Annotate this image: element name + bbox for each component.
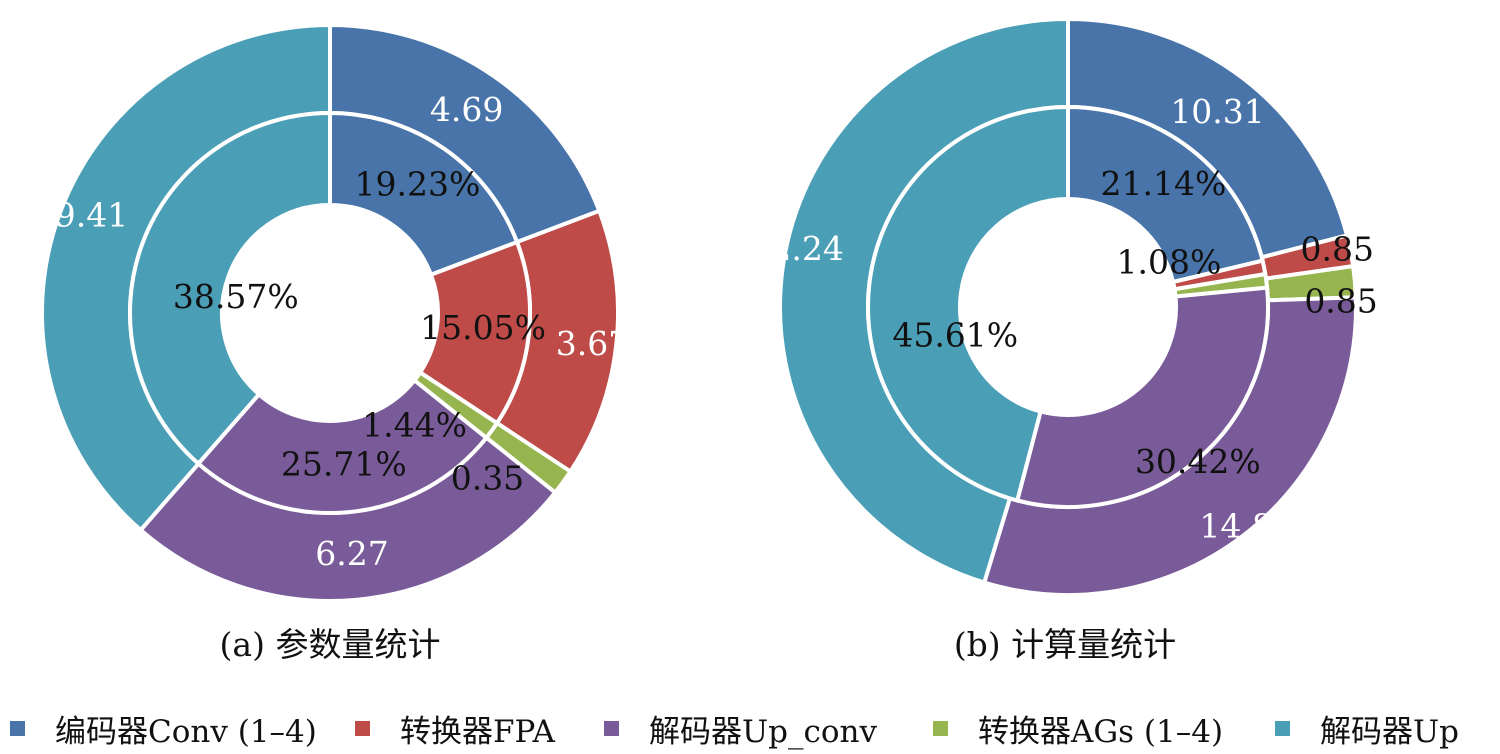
legend-item-decoder-up: 解码器Up (1275, 706, 1459, 751)
outer-data-label: 4.69 (430, 90, 503, 129)
legend-item-converter-fpa: 转换器FPA (355, 706, 555, 751)
inner-ring-slice (417, 239, 532, 426)
outer-data-label: 22.24 (749, 229, 843, 268)
inner-data-label: 1.08% (1117, 242, 1222, 281)
legend-swatch (10, 721, 25, 736)
outer-data-label: 0.85 (1301, 229, 1374, 268)
donut-chart-flops: 10.31 0.85 0.85 14.84 22.24 21.14% 1.08% 30.42%… (749, 16, 1378, 597)
outer-data-label: 0.85 (1304, 282, 1377, 321)
inner-data-label: 15.05% (420, 308, 546, 347)
outer-data-label: 9.41 (55, 195, 128, 234)
legend-swatch (1275, 721, 1290, 736)
legend: 编码器Conv (1–4) 转换器FPA 解码器Up_conv 转换器AGs (… (0, 706, 1500, 754)
inner-ring-slice (1014, 285, 1270, 509)
chart-b-caption: (b) 计算量统计 (953, 625, 1177, 664)
inner-data-label: 30.42% (1135, 442, 1261, 481)
inner-data-label: 38.57% (173, 277, 299, 316)
legend-swatch (355, 721, 370, 736)
legend-label: 解码器Up (1320, 714, 1459, 750)
legend-label: 转换器FPA (400, 714, 555, 750)
inner-data-label: 1.44% (362, 406, 467, 445)
legend-swatch (933, 721, 948, 736)
inner-ring-slice (328, 110, 520, 278)
inner-data-label: 21.14% (1101, 164, 1227, 203)
donut-chart-params: 4.69 3.67 0.35 6.27 9.41 19.23% 15.05% 1.44%25.… (40, 22, 629, 603)
legend-item-decoder-upconv: 解码器Up_conv (604, 706, 877, 751)
outer-data-label: 3.67 (556, 324, 629, 363)
legend-label: 编码器Conv (1–4) (55, 714, 317, 750)
chart-a-caption: (a) 参数量统计 (219, 625, 441, 664)
outer-data-label: 10.31 (1170, 92, 1264, 131)
inner-ring-slice (1066, 104, 1265, 285)
inner-ring-slice (866, 104, 1070, 503)
legend-item-encoder-conv: 编码器Conv (1–4) (10, 706, 317, 751)
outer-data-label: 0.35 (451, 458, 524, 497)
legend-swatch (604, 721, 619, 736)
outer-data-label: 14.84 (1199, 507, 1293, 546)
outer-data-label: 6.27 (315, 534, 388, 573)
inner-data-label: 25.71% (281, 444, 407, 483)
inner-ring-slice (195, 377, 490, 515)
legend-label: 解码器Up_conv (649, 714, 877, 750)
inner-data-label: 45.61% (892, 315, 1018, 354)
inner-data-label: 19.23% (355, 164, 481, 203)
legend-item-converter-ags: 转换器AGs (1–4) (933, 706, 1223, 751)
inner-ring-slice (128, 110, 332, 467)
legend-label: 转换器AGs (1–4) (978, 714, 1224, 750)
